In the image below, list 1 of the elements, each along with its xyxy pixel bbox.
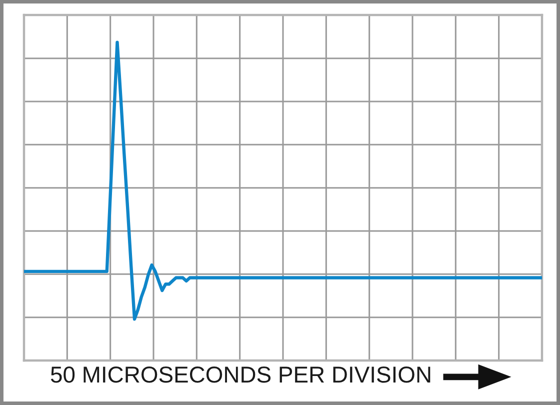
x-axis-title: 50 MICROSECONDS PER DIVISION [50,366,430,383]
